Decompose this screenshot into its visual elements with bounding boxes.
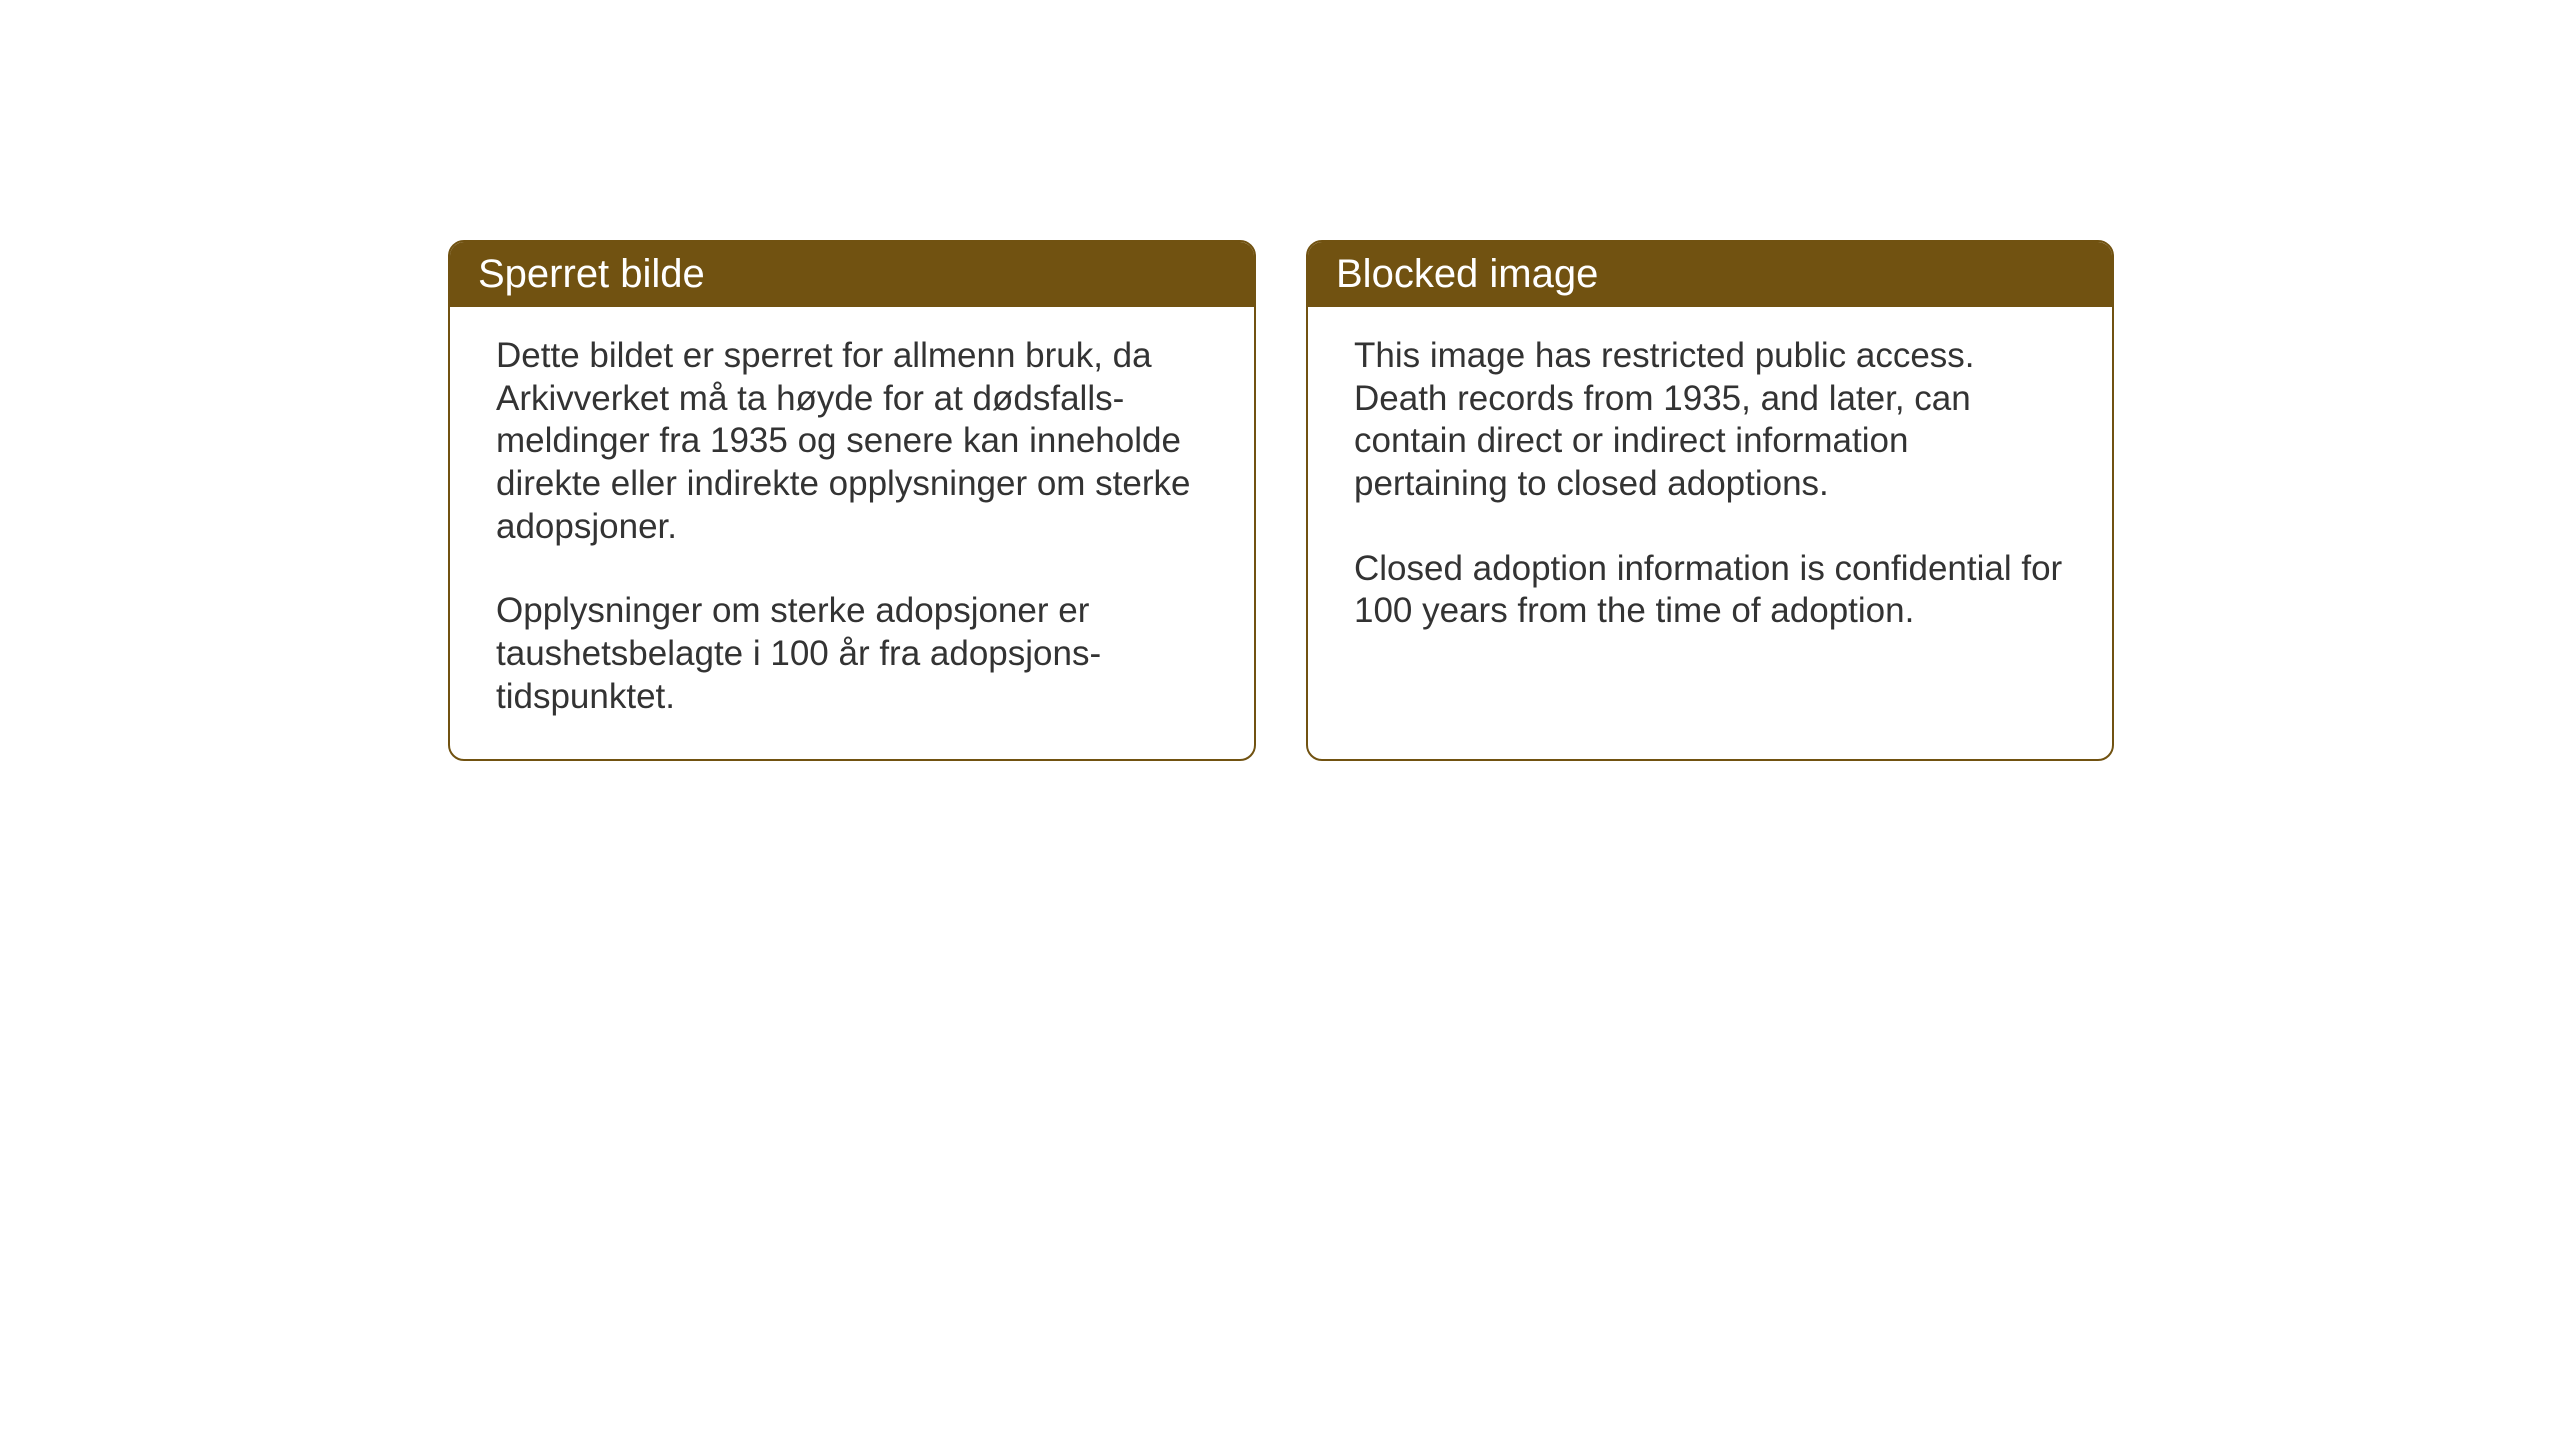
panels-container: Sperret bilde Dette bildet er sperret fo… xyxy=(448,240,2114,761)
panel-norwegian-para2: Opplysninger om sterke adopsjoner er tau… xyxy=(496,590,1208,718)
panel-norwegian-title: Sperret bilde xyxy=(478,252,705,296)
panel-english-header: Blocked image xyxy=(1308,242,2112,307)
panel-norwegian-para1: Dette bildet er sperret for allmenn bruk… xyxy=(496,335,1208,548)
panel-english-body: This image has restricted public access.… xyxy=(1308,307,2112,673)
panel-english-title: Blocked image xyxy=(1336,252,1598,296)
panel-norwegian: Sperret bilde Dette bildet er sperret fo… xyxy=(448,240,1256,761)
panel-english-para2: Closed adoption information is confident… xyxy=(1354,548,2066,633)
panel-norwegian-header: Sperret bilde xyxy=(450,242,1254,307)
panel-english-para1: This image has restricted public access.… xyxy=(1354,335,2066,506)
panel-norwegian-body: Dette bildet er sperret for allmenn bruk… xyxy=(450,307,1254,759)
panel-english: Blocked image This image has restricted … xyxy=(1306,240,2114,761)
